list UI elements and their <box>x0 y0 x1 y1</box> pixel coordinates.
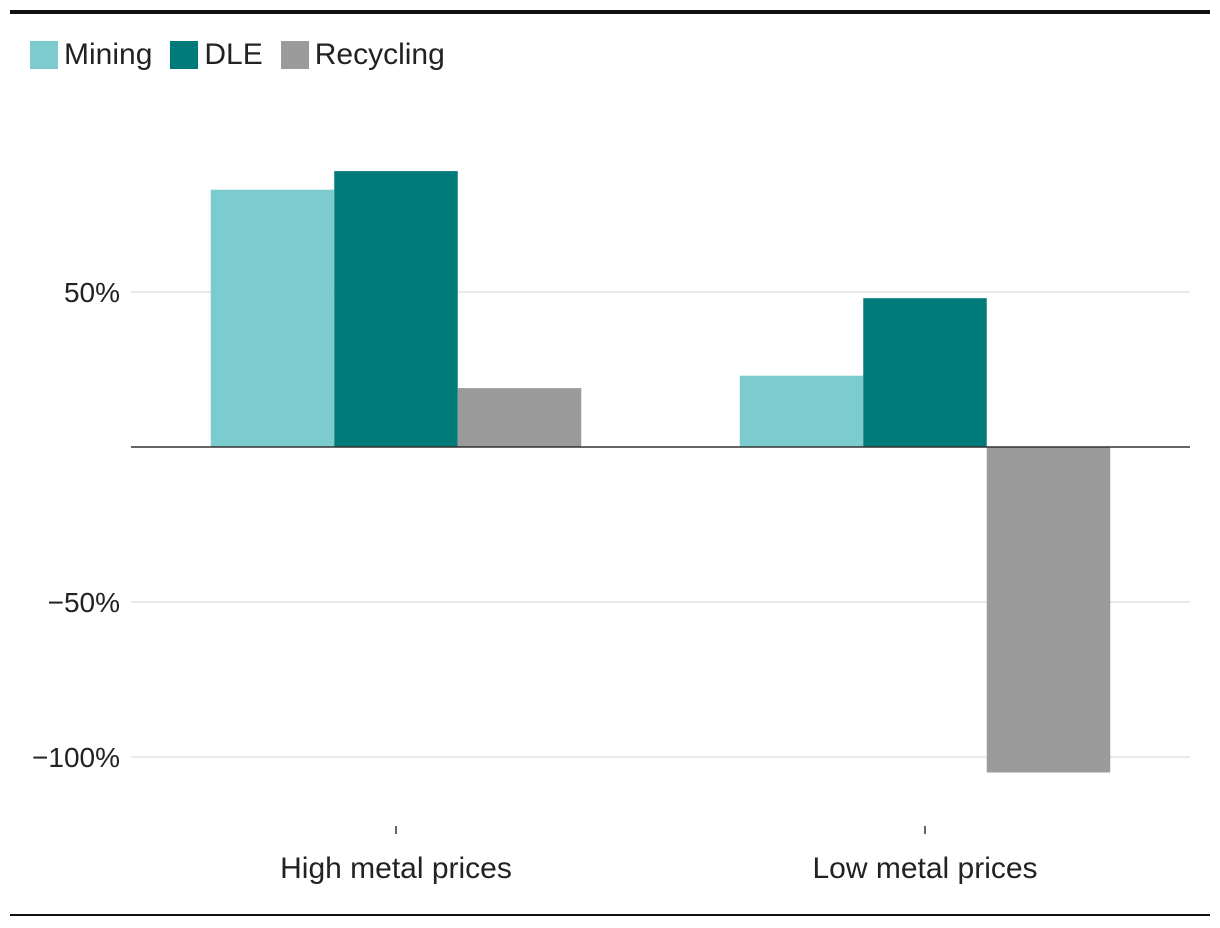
bar-recycling-low <box>986 447 1111 773</box>
bar-mining-high <box>210 189 335 447</box>
legend-swatch-recycling <box>280 41 309 69</box>
bar-recycling-high <box>457 388 582 447</box>
legend-item-dle: DLE <box>170 38 263 72</box>
bars <box>210 171 1111 773</box>
legend-label-mining: Mining <box>64 38 153 71</box>
legend: Mining DLE Recycling <box>30 38 445 72</box>
bar-dle-low <box>863 298 987 447</box>
x-tick-label: Low metal prices <box>812 852 1037 885</box>
x-axis-ticks: High metal prices Low metal prices <box>280 826 1038 885</box>
top-rule <box>10 10 1210 14</box>
legend-label-recycling: Recycling <box>314 38 445 71</box>
legend-swatch-mining <box>30 41 58 69</box>
y-tick-label: −100% <box>32 742 120 773</box>
legend-label-dle: DLE <box>204 38 263 71</box>
legend-item-recycling: Recycling <box>280 38 445 72</box>
y-tick-label: −50% <box>48 587 120 618</box>
x-tick-label: High metal prices <box>280 852 512 885</box>
bar-mining-low <box>739 375 864 447</box>
y-tick-label: 50% <box>64 277 120 308</box>
legend-item-mining: Mining <box>30 38 152 72</box>
bar-dle-high <box>334 171 458 447</box>
y-axis-ticks: −100% −50% 50% <box>32 277 120 773</box>
legend-swatch-dle <box>170 41 199 69</box>
bottom-rule <box>10 914 1210 916</box>
